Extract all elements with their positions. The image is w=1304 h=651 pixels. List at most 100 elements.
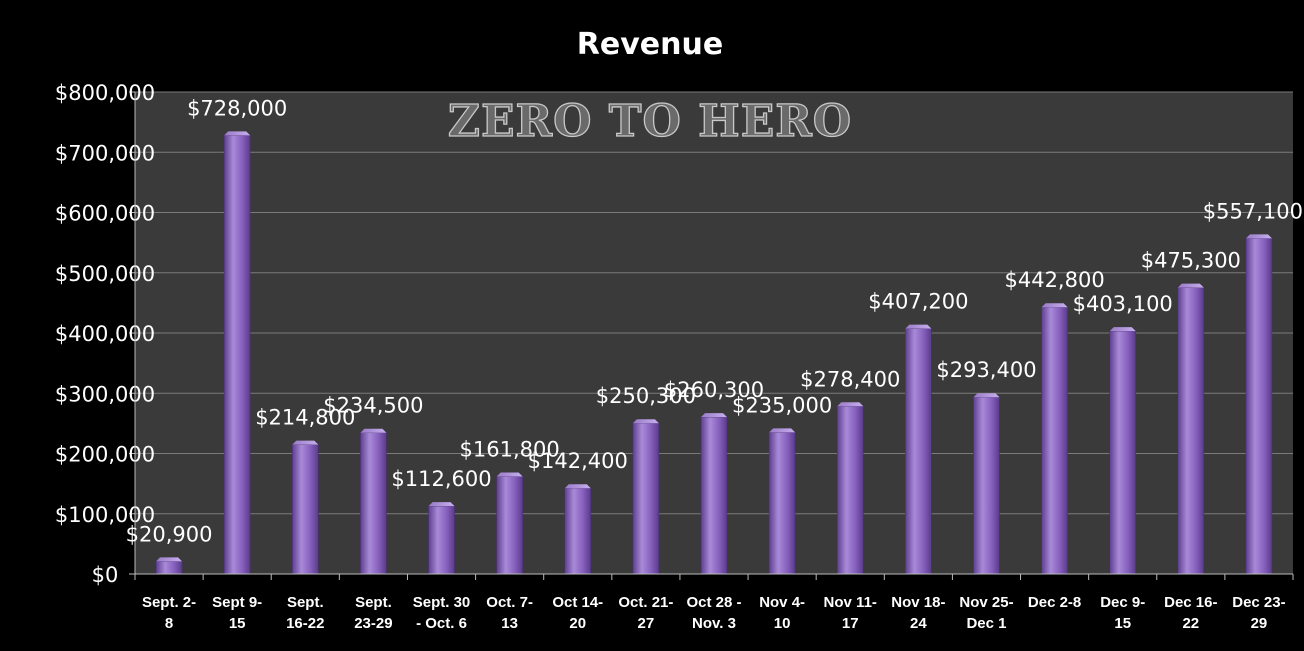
x-tick-label-line: 8 [165, 615, 173, 632]
bar-body [1109, 330, 1137, 575]
bar-top [496, 472, 523, 477]
data-label: $250,300 [596, 384, 696, 408]
x-tick-label-line: Oct. 21- [618, 594, 673, 611]
bar [1041, 303, 1068, 575]
x-tick-label-line: Dec 1 [966, 615, 1006, 632]
data-label: $475,300 [1141, 249, 1241, 273]
x-tick-label-line: Oct 28 - [686, 594, 741, 611]
bar [496, 472, 523, 575]
x-tick-label: Sept. 16-22 [286, 594, 324, 632]
x-tick-label: Sept. 30 - Oct. 6 [413, 594, 471, 632]
x-tick-label-line: 13 [501, 615, 518, 632]
y-tick-label: $200,000 [55, 443, 155, 467]
bar-top [224, 131, 251, 136]
bar-body [905, 328, 932, 575]
bar [905, 324, 932, 575]
bar-body [360, 432, 387, 575]
bar-top [973, 393, 1000, 398]
bar [973, 393, 1000, 575]
data-label: $403,100 [1073, 292, 1173, 316]
x-tick-label: Oct 28 - Nov. 3 [686, 594, 741, 632]
bar-top [360, 428, 387, 433]
data-label: $293,400 [936, 358, 1036, 382]
data-label: $161,800 [460, 438, 560, 462]
bar-top [837, 402, 864, 407]
x-tick-label-line: Sept 9- [212, 594, 262, 611]
bar-top [632, 419, 659, 424]
data-label: $20,900 [126, 522, 213, 546]
bar-top [292, 440, 319, 445]
x-tick-label-line: Dec 16- [1164, 594, 1217, 611]
chart-title: Revenue [577, 27, 723, 62]
x-tick-label-line: 23-29 [354, 615, 392, 632]
y-tick-label: $400,000 [55, 322, 155, 346]
bar-top [769, 428, 796, 433]
data-label: $112,600 [391, 467, 491, 491]
x-tick-label-line: 16-22 [286, 615, 324, 632]
data-label: $407,200 [868, 290, 968, 314]
x-tick-label-line: Sept. 2- [142, 594, 196, 611]
x-tick-label: Sept 9- 15 [212, 594, 262, 632]
bar-body [564, 487, 592, 575]
x-tick-label-line: 22 [1182, 615, 1199, 632]
bar [428, 502, 455, 575]
x-tick-label-line: 20 [569, 615, 586, 632]
y-tick-label: $500,000 [55, 262, 155, 286]
x-tick-label: Dec 9- 15 [1100, 594, 1145, 632]
x-tick-label-line: 17 [842, 615, 859, 632]
data-labels: $20,900 $728,000 $214,800$234,500 $112,600 $… [126, 96, 1303, 546]
x-tick-label-line: - Oct. 6 [416, 615, 467, 632]
x-tick-label-line: Dec 9- [1100, 594, 1145, 611]
bar-body [223, 135, 251, 575]
y-tick-label: $0 [92, 563, 119, 587]
x-tick-label-line: Nov. 3 [692, 615, 736, 632]
x-tick-label: Dec 16- 22 [1164, 594, 1217, 632]
x-tick-label-line: 10 [774, 615, 791, 632]
x-tick-label-line: 24 [910, 615, 927, 632]
data-label: $235,000 [732, 393, 832, 417]
x-tick-label-line: Nov 25- [959, 594, 1013, 611]
x-tick-label-line: Sept. [287, 594, 324, 611]
x-tick-label: Dec 2-8 [1028, 594, 1081, 611]
x-tick-label-line: Sept. 30 [413, 594, 471, 611]
x-tick-label: Sept. 23-29 [354, 594, 392, 632]
bar-body [836, 405, 864, 575]
x-tick-label-line: Nov 18- [891, 594, 945, 611]
x-tick-label-line: Dec 2-8 [1028, 594, 1081, 611]
bar-top [1245, 234, 1272, 239]
y-tick-label: $800,000 [55, 81, 155, 105]
x-tick-label-line: Oct. 7- [486, 594, 533, 611]
y-tick-label: $100,000 [55, 503, 155, 527]
bar-body [496, 476, 523, 575]
x-tick-label-line: Nov 11- [824, 594, 877, 611]
data-label: $557,100 [1203, 199, 1303, 223]
bars [155, 131, 1273, 575]
bar-top [156, 557, 183, 562]
bar-body [632, 422, 660, 575]
bar [291, 440, 319, 575]
bar [223, 131, 251, 575]
bar [1109, 327, 1137, 575]
x-tick-label-line: 15 [1114, 615, 1131, 632]
bar-body [768, 432, 796, 575]
bar [564, 484, 592, 575]
x-tick-label: Oct 14- 20 [552, 594, 603, 632]
x-tick-label: Nov 18- 24 [891, 594, 945, 632]
data-label: $728,000 [187, 96, 287, 120]
data-label: $260,300 [664, 378, 764, 402]
x-tick-label: Oct. 7- 13 [486, 594, 533, 632]
bar-top [564, 484, 591, 489]
x-tick-label-line: Dec 23- [1232, 594, 1285, 611]
bar-top [701, 413, 727, 418]
y-tick-label: $300,000 [55, 382, 155, 406]
data-label: $234,500 [323, 394, 423, 418]
bar [360, 428, 387, 575]
y-tick-label: $600,000 [55, 202, 155, 226]
bar [768, 428, 796, 575]
bar-top [1041, 303, 1068, 308]
bar-body [973, 396, 1000, 575]
bar-top [428, 502, 455, 507]
bar-body [1041, 306, 1068, 575]
